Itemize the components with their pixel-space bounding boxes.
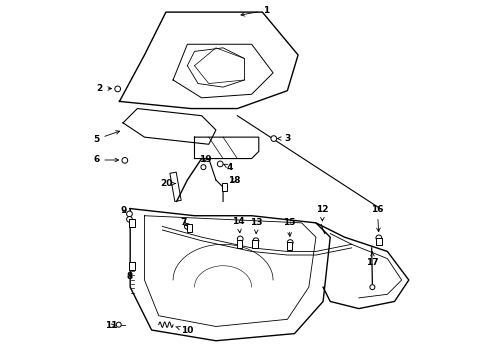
Text: 10: 10 (175, 326, 193, 335)
Text: 9: 9 (121, 206, 127, 215)
Text: 19: 19 (199, 155, 211, 164)
Text: 15: 15 (282, 218, 294, 236)
Bar (221, 183, 227, 191)
Bar (236, 240, 242, 248)
Text: 7: 7 (180, 219, 186, 228)
Text: 6: 6 (93, 156, 119, 165)
Circle shape (375, 235, 381, 241)
Circle shape (369, 285, 374, 290)
Circle shape (116, 322, 121, 327)
Circle shape (217, 161, 223, 167)
Circle shape (126, 211, 132, 217)
Text: 16: 16 (370, 205, 383, 232)
Bar (252, 240, 258, 248)
Circle shape (253, 238, 258, 244)
Bar (169, 172, 181, 202)
Text: 20: 20 (160, 179, 175, 188)
Text: 4: 4 (224, 163, 233, 172)
Text: 8: 8 (126, 272, 132, 281)
Circle shape (270, 136, 276, 141)
Text: 11: 11 (105, 321, 118, 330)
Text: 12: 12 (315, 205, 328, 221)
Bar (129, 262, 135, 270)
Text: 1: 1 (241, 6, 268, 16)
Text: 13: 13 (250, 218, 263, 233)
Text: 3: 3 (277, 134, 290, 143)
Text: 18: 18 (228, 176, 240, 185)
Text: 5: 5 (93, 131, 119, 144)
Bar (186, 224, 192, 232)
Text: 14: 14 (232, 217, 244, 233)
Circle shape (184, 224, 190, 229)
Circle shape (126, 216, 132, 222)
Bar (375, 238, 381, 246)
Bar (286, 242, 292, 250)
Circle shape (201, 165, 205, 170)
Text: 2: 2 (97, 84, 111, 93)
Circle shape (237, 236, 243, 242)
Circle shape (287, 240, 292, 246)
Circle shape (122, 157, 127, 163)
Text: 17: 17 (366, 252, 378, 267)
Bar (129, 219, 135, 227)
Circle shape (115, 86, 121, 92)
